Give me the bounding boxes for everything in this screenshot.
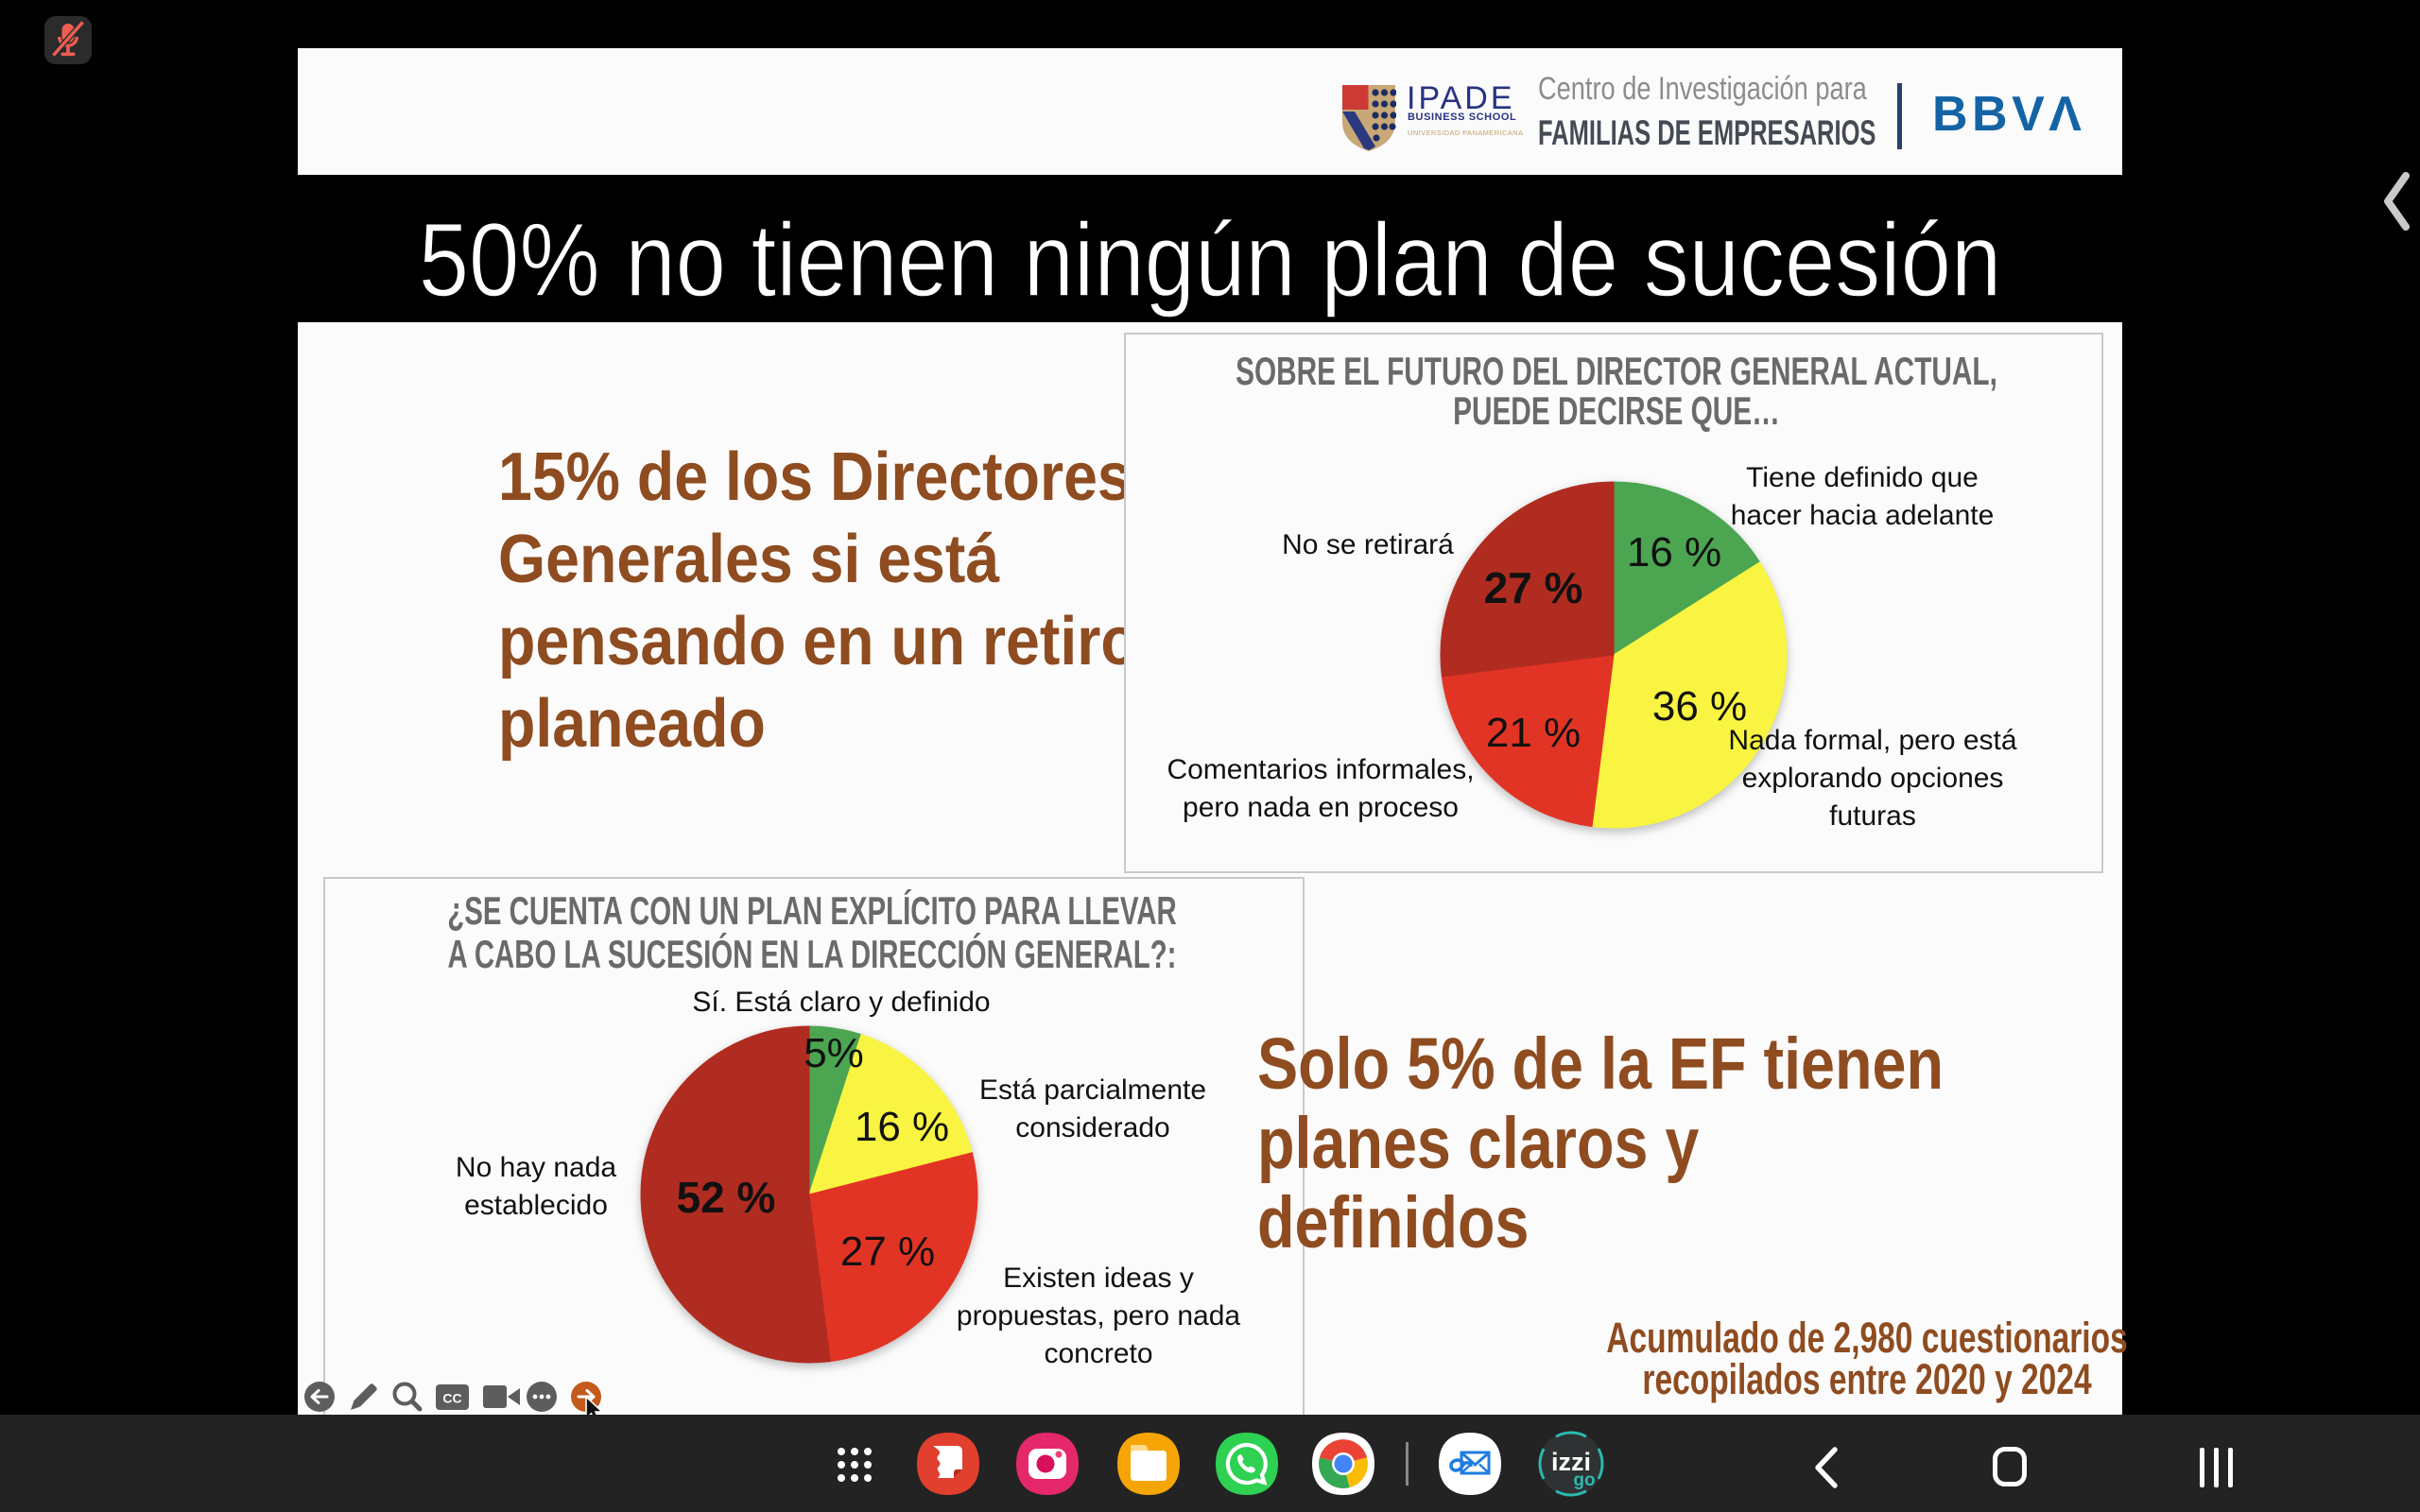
svg-text:go: go (1573, 1470, 1595, 1490)
svg-text:CC: CC (442, 1391, 461, 1406)
svg-text:izzi: izzi (1551, 1448, 1591, 1476)
